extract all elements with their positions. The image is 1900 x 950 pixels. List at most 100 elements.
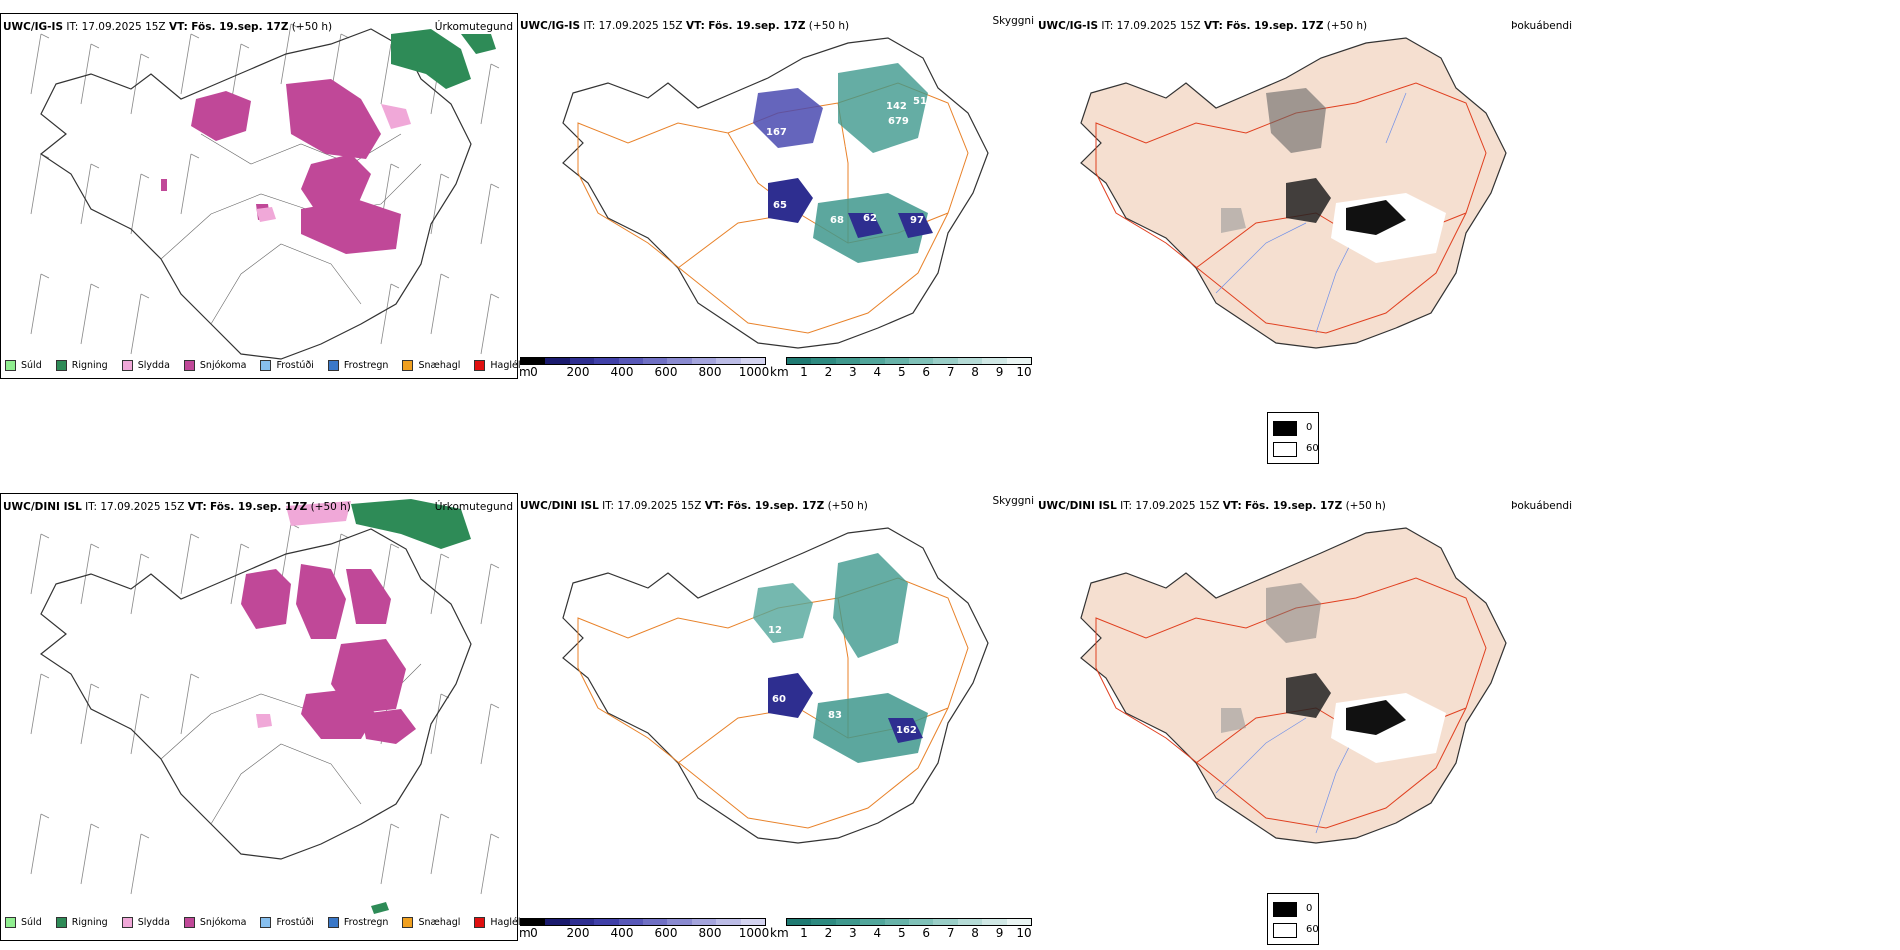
colorbar-segment bbox=[909, 919, 934, 925]
precip-legend-item: Haglél bbox=[474, 360, 521, 371]
cloud-cells bbox=[753, 63, 933, 263]
wind-barbs bbox=[30, 523, 500, 895]
precip-map-row2 bbox=[30, 499, 500, 914]
precip-legend: Súld Rigning Slydda Snjókoma Frostúði Frostre… bbox=[5, 917, 521, 928]
panel-label-cloud: Skyggni bbox=[992, 495, 1035, 507]
panel-label-fog: Þokuábendi bbox=[1511, 20, 1572, 32]
svg-text:167: 167 bbox=[766, 127, 787, 138]
panel-title: UWC/IG-IS IT: 17.09.2025 15Z VT: Fös. 19… bbox=[1038, 20, 1368, 32]
svg-text:12: 12 bbox=[838, 139, 852, 150]
visibility-unit: km bbox=[770, 926, 789, 940]
svg-text:162: 162 bbox=[896, 725, 917, 736]
precip-legend-swatch bbox=[121, 360, 133, 371]
fog-legend-high: 0 bbox=[1306, 422, 1313, 433]
svg-text:97: 97 bbox=[910, 215, 924, 226]
precip-legend-swatch bbox=[402, 917, 414, 928]
colorbar-tick: 3 bbox=[849, 926, 857, 940]
colorbar-segment bbox=[982, 919, 1007, 925]
colorbar-tick: 1 bbox=[800, 926, 808, 940]
precip-legend-label: Snæhagl bbox=[418, 917, 461, 928]
precip-legend-swatch bbox=[402, 360, 414, 371]
precip-legend-swatch bbox=[260, 917, 272, 928]
fog-map-row2 bbox=[1080, 527, 1507, 844]
precip-legend-swatch bbox=[55, 360, 67, 371]
precip-legend-label: Haglél bbox=[490, 360, 521, 371]
svg-text:12: 12 bbox=[768, 625, 782, 636]
svg-text:65: 65 bbox=[773, 200, 787, 211]
colorbar-tick: 10 bbox=[1016, 365, 1032, 379]
colorbar-segment bbox=[811, 919, 836, 925]
precip-legend-label: Snjókoma bbox=[199, 917, 247, 928]
fog-legend-black bbox=[1273, 421, 1297, 436]
colorbar-segment bbox=[643, 919, 668, 925]
visibility-colorbar bbox=[786, 357, 1032, 365]
colorbar-segment bbox=[594, 358, 619, 364]
iceland-outline bbox=[39, 28, 472, 360]
precip-legend-item: Snjókoma bbox=[183, 360, 247, 371]
colorbar-tick: 200 bbox=[566, 926, 590, 940]
wind-barbs bbox=[30, 23, 500, 355]
precip-legend-label: Súld bbox=[21, 360, 42, 371]
precip-legend-item: Snæhagl bbox=[402, 917, 460, 928]
colorbar-segment bbox=[740, 919, 766, 925]
panel-label-cloud: Skyggni bbox=[992, 15, 1035, 27]
colorbar-segment bbox=[835, 358, 861, 364]
precip-legend: Súld Rigning Slydda Snjókoma Frostúði Frostre… bbox=[5, 360, 521, 371]
panel-label-precip: Úrkomutegund bbox=[434, 501, 513, 513]
precip-legend-label: Snjókoma bbox=[199, 360, 247, 371]
panel-title: UWC/IG-IS IT: 17.09.2025 15Z VT: Fös. 19… bbox=[3, 21, 333, 33]
cloud-map-row2: 266 99 60 83 162 12 bbox=[562, 527, 989, 844]
panel-title: UWC/DINI ISL IT: 17.09.2025 15Z VT: Fös.… bbox=[3, 501, 351, 513]
colorbar-segment bbox=[545, 358, 570, 364]
precip-legend-swatch bbox=[55, 917, 67, 928]
colorbar-segment bbox=[667, 919, 692, 925]
fog-legend-row2: 0 60 bbox=[1267, 893, 1319, 945]
precip-legend-label: Snæhagl bbox=[418, 360, 461, 371]
colorbar-segment bbox=[618, 358, 644, 364]
fog-patches bbox=[1221, 583, 1446, 763]
iceland-outline bbox=[39, 528, 472, 860]
precip-legend-label: Frostregn bbox=[343, 360, 389, 371]
svg-text:679: 679 bbox=[888, 116, 909, 127]
colorbar-segment bbox=[957, 919, 983, 925]
svg-text:51: 51 bbox=[913, 96, 927, 107]
colorbar-segment bbox=[982, 358, 1007, 364]
panel-title: UWC/IG-IS IT: 17.09.2025 15Z VT: Fös. 19… bbox=[520, 20, 850, 32]
colorbar-segment bbox=[667, 358, 692, 364]
cloud-panel-row2: 266 99 60 83 162 12 Skyggni UWC/DINI ISL… bbox=[518, 493, 1036, 941]
colorbar-tick: 4 bbox=[873, 365, 882, 379]
colorbar-tick: 7 bbox=[946, 926, 955, 940]
colorbar-segment bbox=[860, 919, 885, 925]
colorbar-tick: 9 bbox=[995, 926, 1004, 940]
colorbar-segment bbox=[545, 919, 570, 925]
fog-panel-row1: UWC/IG-IS IT: 17.09.2025 15Z VT: Fös. 19… bbox=[1036, 13, 1900, 379]
panel-title: UWC/DINI ISL IT: 17.09.2025 15Z VT: Fös.… bbox=[1038, 500, 1386, 512]
colorbar-tick: 6 bbox=[922, 365, 931, 379]
colorbar-segment bbox=[1006, 358, 1032, 364]
colorbar-tick: 8 bbox=[971, 926, 979, 940]
precip-legend-label: Súld bbox=[21, 917, 42, 928]
precip-type-panel-row1: UWC/IG-IS IT: 17.09.2025 15Z VT: Fös. 19… bbox=[0, 13, 521, 379]
colorbar-tick: 800 bbox=[698, 365, 722, 379]
ceiling-colorbar bbox=[520, 918, 766, 926]
fog-map-row1 bbox=[1080, 37, 1507, 349]
precip-legend-item: Snæhagl bbox=[402, 360, 460, 371]
precip-legend-swatch bbox=[121, 917, 133, 928]
svg-text:62: 62 bbox=[863, 213, 877, 224]
fog-legend-high: 0 bbox=[1306, 903, 1313, 914]
colorbar-segment bbox=[594, 919, 619, 925]
fog-legend-row1: 0 60 bbox=[1267, 412, 1319, 464]
precip-legend-item: Súld bbox=[5, 917, 42, 928]
precip-legend-swatch bbox=[260, 360, 272, 371]
precip-legend-item: Súld bbox=[5, 360, 42, 371]
precip-legend-label: Rigning bbox=[71, 360, 108, 371]
colorbar-segment bbox=[787, 919, 812, 925]
precip-legend-item: Snjókoma bbox=[183, 917, 247, 928]
colorbar-tick: 2 bbox=[824, 365, 833, 379]
colorbar-segment bbox=[569, 919, 595, 925]
precip-legend-label: Frostúði bbox=[276, 360, 314, 371]
colorbar-segment bbox=[884, 919, 910, 925]
colorbar-tick: 800 bbox=[698, 926, 722, 940]
precip-legend-swatch bbox=[5, 360, 16, 371]
visibility-unit: km bbox=[770, 365, 789, 379]
